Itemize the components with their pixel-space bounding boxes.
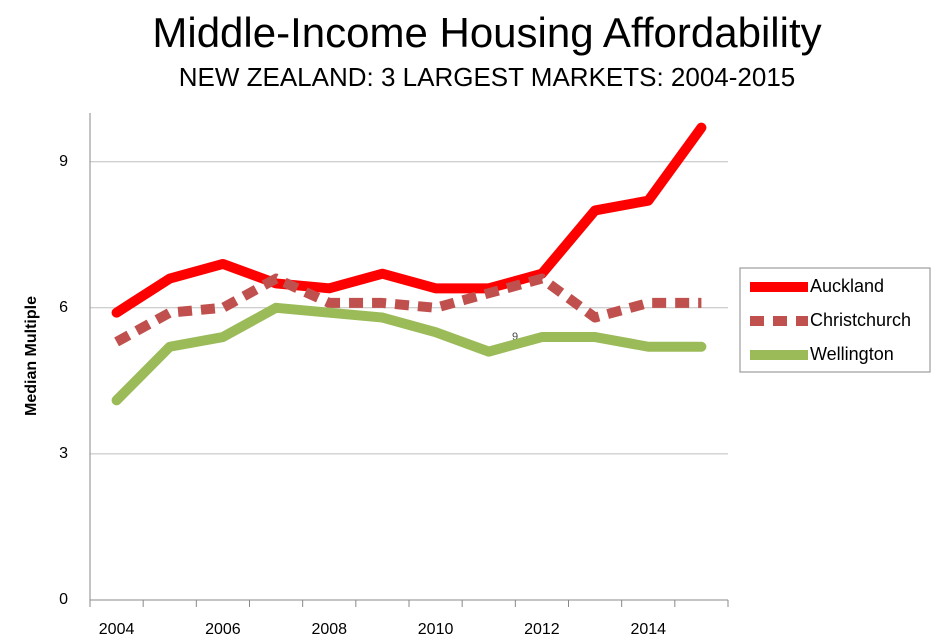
x-tick-label: 2010 bbox=[418, 621, 454, 638]
series-line bbox=[111, 302, 707, 406]
annotation: 9 bbox=[512, 331, 518, 343]
chart-subtitle: NEW ZEALAND: 3 LARGEST MARKETS: 2004-201… bbox=[179, 62, 796, 92]
y-tick-label: 6 bbox=[59, 299, 68, 316]
legend-label: Auckland bbox=[810, 276, 884, 296]
y-axis-label: Median Multiple bbox=[23, 296, 40, 416]
series-line bbox=[114, 273, 702, 347]
x-tick-label: 2012 bbox=[524, 621, 560, 638]
x-tick-label: 2006 bbox=[205, 621, 241, 638]
chart-title: Middle-Income Housing Affordability bbox=[152, 9, 821, 56]
legend-label: Christchurch bbox=[810, 310, 911, 330]
x-tick-label: 2004 bbox=[99, 621, 135, 638]
series-line bbox=[111, 122, 707, 318]
y-tick-label: 0 bbox=[59, 591, 68, 608]
x-tick-label: 2014 bbox=[630, 621, 666, 638]
legend-label: Wellington bbox=[810, 344, 894, 364]
y-tick-label: 3 bbox=[59, 445, 68, 462]
y-tick-label: 9 bbox=[59, 153, 68, 170]
x-tick-label: 2008 bbox=[311, 621, 347, 638]
